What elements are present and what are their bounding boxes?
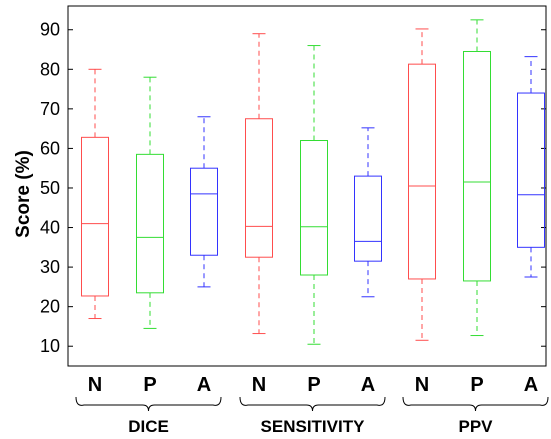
iqr-box-dice-n bbox=[81, 136, 109, 297]
y-tick-label-10: 10 bbox=[40, 336, 60, 356]
category-label-ppv-n: N bbox=[415, 374, 429, 396]
iqr-box-dice-a bbox=[190, 167, 218, 256]
y-tick-label-80: 80 bbox=[40, 59, 60, 79]
box-sensitivity-p bbox=[300, 45, 328, 345]
plot-frame bbox=[67, 5, 547, 367]
y-tick-label-30: 30 bbox=[40, 257, 60, 277]
iqr-box-ppv-p bbox=[463, 50, 491, 282]
iqr-box-dice-p bbox=[136, 153, 164, 294]
group-brace-sensitivity bbox=[239, 396, 386, 412]
box-dice-a bbox=[190, 116, 218, 288]
y-tick-label-40: 40 bbox=[40, 218, 60, 238]
group-label-sensitivity: SENSITIVITY bbox=[261, 417, 366, 436]
iqr-box-ppv-n bbox=[408, 63, 436, 280]
iqr-box-ppv-a bbox=[517, 92, 545, 248]
category-label-sensitivity-a: A bbox=[361, 374, 375, 396]
iqr-box-sensitivity-n bbox=[245, 118, 273, 258]
group-label-ppv: PPV bbox=[458, 417, 493, 436]
group-brace-dice bbox=[75, 396, 222, 412]
category-label-sensitivity-n: N bbox=[252, 374, 266, 396]
group-brace-ppv bbox=[402, 396, 549, 412]
plot-area: 10 20 30 40 50 60 70 80 90 N P A DICE N P A SENSITIVITY N… bbox=[40, 5, 549, 436]
group-label-dice: DICE bbox=[128, 417, 169, 436]
iqr-box-sensitivity-p bbox=[300, 140, 328, 276]
category-label-dice-p: P bbox=[143, 374, 156, 396]
box-ppv-n bbox=[408, 28, 436, 341]
category-label-dice-n: N bbox=[88, 374, 102, 396]
category-label-ppv-p: P bbox=[470, 374, 483, 396]
box-dice-n bbox=[81, 68, 109, 320]
box-sensitivity-a bbox=[354, 127, 382, 298]
y-axis-label: Score (%) bbox=[13, 150, 34, 238]
y-tick-label-20: 20 bbox=[40, 297, 60, 317]
y-tick-label-90: 90 bbox=[40, 20, 60, 40]
iqr-box-sensitivity-a bbox=[354, 175, 382, 262]
category-label-sensitivity-p: P bbox=[307, 374, 320, 396]
box-sensitivity-n bbox=[245, 33, 273, 335]
category-label-dice-a: A bbox=[197, 374, 211, 396]
box-ppv-a bbox=[517, 56, 545, 278]
y-tick-label-60: 60 bbox=[40, 138, 60, 158]
y-tick-label-70: 70 bbox=[40, 99, 60, 119]
category-label-ppv-a: A bbox=[524, 374, 538, 396]
box-dice-p bbox=[136, 76, 164, 329]
y-tick-label-50: 50 bbox=[40, 178, 60, 198]
box-ppv-p bbox=[463, 19, 491, 337]
